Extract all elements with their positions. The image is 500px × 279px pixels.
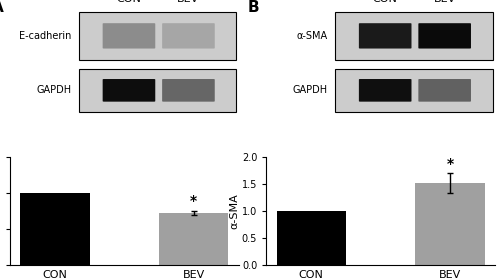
Bar: [20, 193, 89, 265]
FancyBboxPatch shape: [162, 23, 215, 49]
Text: CON: CON: [373, 0, 398, 4]
Bar: [335, 69, 492, 112]
Bar: [335, 12, 492, 60]
Text: α-SMA: α-SMA: [297, 31, 328, 41]
Y-axis label: α-SMA: α-SMA: [229, 193, 239, 229]
Text: GAPDH: GAPDH: [36, 85, 72, 95]
Text: CON: CON: [116, 0, 141, 4]
FancyBboxPatch shape: [359, 79, 412, 102]
Text: E-cadherin: E-cadherin: [20, 31, 72, 41]
Text: BEV: BEV: [434, 0, 456, 4]
Bar: [78, 12, 236, 60]
FancyBboxPatch shape: [162, 79, 215, 102]
FancyBboxPatch shape: [102, 79, 156, 102]
Text: B: B: [248, 0, 260, 15]
Text: *: *: [446, 157, 454, 171]
FancyBboxPatch shape: [418, 79, 471, 102]
Bar: [78, 69, 236, 112]
Text: *: *: [190, 194, 198, 208]
FancyBboxPatch shape: [102, 23, 156, 49]
Bar: [159, 213, 228, 265]
Text: BEV: BEV: [178, 0, 200, 4]
FancyBboxPatch shape: [418, 23, 471, 49]
Text: GAPDH: GAPDH: [293, 85, 328, 95]
Bar: [416, 183, 484, 265]
Bar: [276, 211, 346, 265]
Text: A: A: [0, 0, 4, 15]
FancyBboxPatch shape: [359, 23, 412, 49]
